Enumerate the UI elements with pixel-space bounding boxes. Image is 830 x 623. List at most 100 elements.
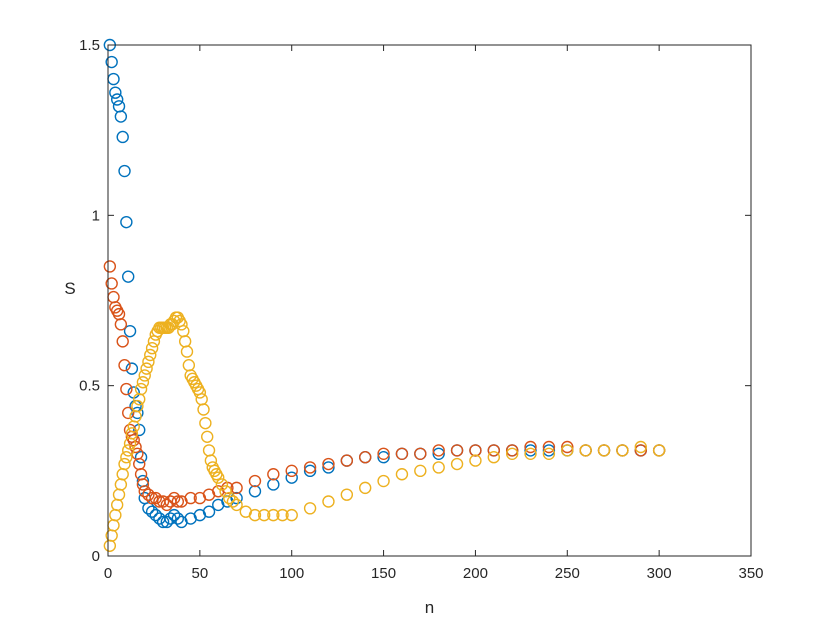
data-point	[285, 464, 298, 478]
data-point	[450, 457, 464, 471]
data-point	[248, 508, 262, 522]
x-tick-label: 200	[463, 565, 488, 582]
data-point	[125, 362, 139, 375]
data-point	[199, 416, 212, 430]
axes-box	[107, 44, 752, 557]
data-point	[136, 376, 150, 389]
data-point	[156, 515, 170, 529]
data-point	[285, 471, 298, 484]
data-point	[164, 512, 177, 525]
data-point	[123, 324, 137, 338]
data-point	[160, 515, 173, 529]
data-point	[634, 440, 647, 454]
data-point	[116, 335, 129, 348]
data-point	[114, 318, 128, 331]
data-point	[116, 130, 129, 144]
x-tick-label: 100	[279, 565, 304, 582]
series-3-markers	[103, 311, 666, 552]
data-point	[267, 508, 280, 522]
data-point	[201, 430, 214, 443]
data-point	[114, 110, 128, 123]
data-point	[122, 406, 135, 420]
data-point	[524, 444, 537, 457]
data-point	[377, 451, 390, 464]
data-point	[109, 86, 122, 99]
data-point	[542, 447, 556, 460]
data-point	[469, 444, 482, 457]
data-point	[127, 433, 140, 447]
data-point	[171, 495, 185, 508]
data-point	[145, 505, 159, 518]
data-point	[505, 444, 519, 457]
data-point	[118, 359, 131, 372]
data-point	[524, 447, 537, 460]
data-point	[138, 485, 151, 498]
data-point	[212, 471, 225, 484]
data-point	[144, 348, 157, 362]
data-point	[140, 362, 153, 375]
data-point	[118, 164, 131, 178]
data-point	[450, 444, 464, 457]
data-point	[202, 505, 216, 518]
data-point	[248, 485, 262, 498]
data-point	[223, 491, 236, 505]
data-point	[634, 444, 647, 457]
data-point	[136, 478, 150, 491]
data-point	[145, 491, 159, 505]
x-tick-label: 250	[555, 565, 580, 582]
data-point	[414, 464, 427, 478]
data-point	[120, 382, 133, 396]
data-point	[267, 478, 280, 491]
data-point	[105, 277, 118, 290]
data-point	[120, 451, 133, 464]
data-point	[303, 461, 317, 474]
data-point	[542, 444, 556, 457]
x-tick-label: 0	[104, 565, 112, 582]
data-point	[219, 485, 232, 498]
data-point	[175, 318, 188, 331]
data-point	[149, 491, 162, 505]
data-point	[167, 491, 181, 505]
data-point	[167, 508, 181, 522]
plot-area	[108, 45, 751, 556]
data-point	[122, 444, 135, 457]
data-point	[160, 498, 173, 512]
data-point	[359, 481, 372, 495]
data-point	[322, 457, 335, 471]
x-tick-label: 300	[647, 565, 672, 582]
data-point	[184, 491, 197, 505]
data-point	[487, 451, 500, 464]
data-point	[156, 495, 170, 508]
data-point	[122, 270, 135, 283]
data-point	[322, 495, 335, 508]
data-point	[616, 444, 629, 457]
data-point	[469, 454, 482, 467]
data-point	[193, 386, 207, 399]
data-point	[579, 444, 592, 457]
y-axis-label: S	[64, 279, 75, 298]
data-point	[248, 474, 262, 488]
data-point	[197, 403, 210, 416]
data-point	[149, 508, 162, 522]
data-point	[103, 260, 117, 273]
x-tick-label: 50	[192, 565, 209, 582]
data-point	[215, 478, 229, 491]
y-tick-label: 1	[92, 207, 100, 224]
axis-ticks: 0 50 100 150 200 250 300 350 0 0.5 1 1.5	[79, 37, 763, 582]
data-point	[505, 447, 519, 460]
data-point	[432, 461, 445, 474]
data-point	[395, 468, 409, 481]
data-point	[138, 369, 151, 382]
data-point	[377, 447, 390, 460]
data-point	[432, 444, 445, 457]
data-point	[105, 55, 118, 69]
data-point	[414, 447, 427, 460]
y-tick-label: 0.5	[79, 378, 100, 395]
data-point	[171, 512, 185, 525]
data-point	[257, 508, 271, 522]
x-tick-label: 350	[738, 565, 763, 582]
data-point	[142, 355, 155, 369]
data-point	[340, 454, 354, 467]
data-point	[276, 508, 289, 522]
